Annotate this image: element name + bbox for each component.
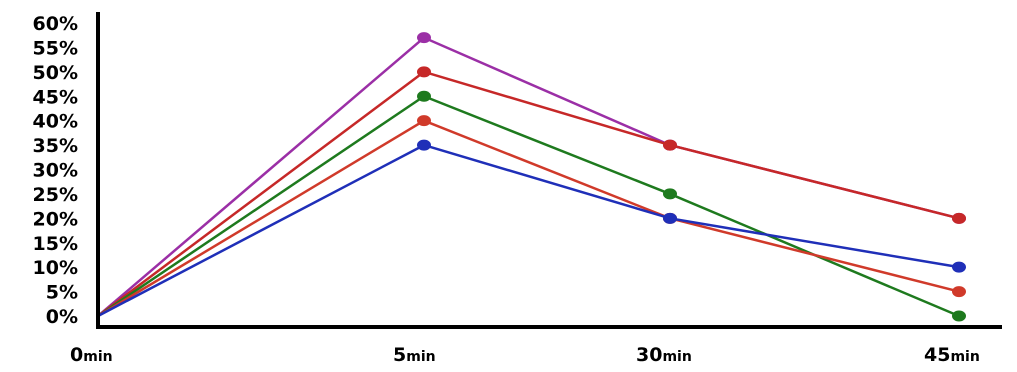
y-tick-label: 20%: [33, 208, 78, 230]
series-line: [97, 143, 960, 318]
x-tick-value: 45: [924, 344, 950, 366]
y-axis-ticks: 0%5% 10%15% 20%25%30% 35%40% 45%50% 55%60%: [33, 13, 78, 328]
x-tick-unit: min: [83, 349, 112, 365]
data-point: [663, 212, 677, 224]
data-point: [952, 212, 966, 224]
x-tick-value: 30: [636, 344, 662, 366]
series-1: [97, 32, 966, 317]
y-tick-label: 30%: [33, 160, 78, 182]
x-tick-unit: min: [406, 349, 435, 365]
series-line: [97, 119, 960, 318]
y-tick-label: 40%: [33, 111, 78, 133]
y-tick-label: 45%: [33, 86, 78, 108]
data-point: [663, 139, 677, 151]
x-tick-label: 5min: [393, 344, 436, 366]
data-point: [952, 286, 966, 298]
x-tick-label: 45min: [924, 344, 980, 366]
x-tick-label: 0min: [70, 344, 113, 366]
x-axis-ticks: 0min 5min 30min 45min: [70, 344, 980, 366]
data-point: [952, 261, 966, 273]
y-tick-label: 60%: [33, 13, 78, 35]
x-tick-value: 5: [393, 344, 406, 366]
data-point: [417, 115, 431, 127]
series-group: [97, 32, 966, 322]
y-tick-label: 50%: [33, 62, 78, 84]
y-tick-label: 25%: [33, 184, 78, 206]
x-tick-unit: min: [662, 349, 691, 365]
y-tick-label: 0%: [46, 306, 78, 328]
x-tick-value: 0: [70, 344, 83, 366]
y-tick-label: 10%: [33, 257, 78, 279]
data-point: [417, 139, 431, 151]
series-2: [97, 66, 966, 318]
data-point: [417, 90, 431, 102]
series-4: [97, 115, 966, 318]
y-tick-label: 15%: [33, 233, 78, 255]
x-tick-label: 30min: [636, 344, 692, 366]
series-5: [97, 139, 966, 318]
y-tick-label: 5%: [46, 282, 78, 304]
y-tick-label: 35%: [33, 135, 78, 157]
data-point: [417, 66, 431, 78]
y-tick-label: 55%: [33, 37, 78, 59]
x-tick-unit: min: [950, 349, 979, 365]
series-line: [97, 70, 960, 318]
data-point: [417, 32, 431, 44]
data-point: [663, 188, 677, 200]
data-point: [952, 310, 966, 322]
